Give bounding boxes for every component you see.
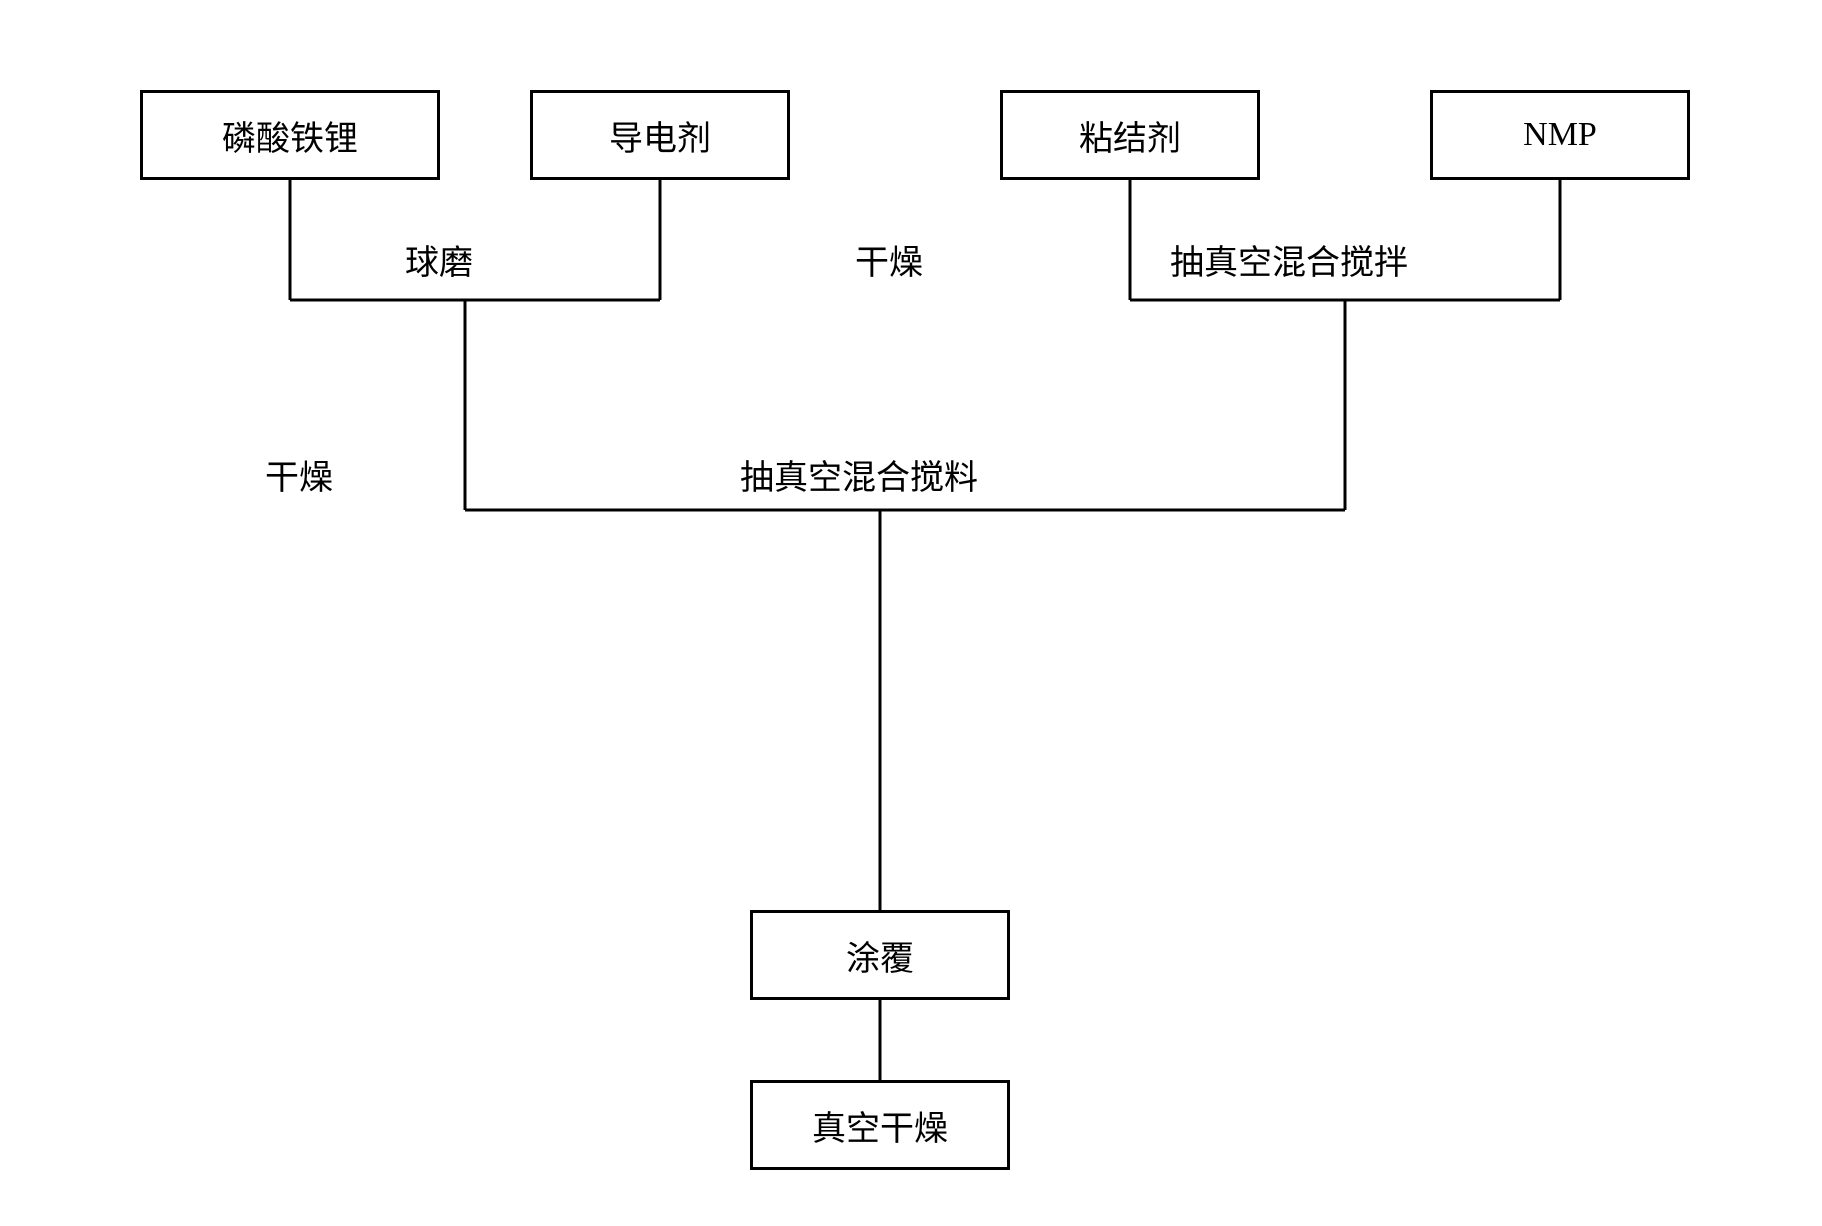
edge-label-ball-mill: 球磨 xyxy=(405,235,473,284)
edge-label-dry-center: 干燥 xyxy=(855,235,923,284)
node-conductive-agent: 导电剂 xyxy=(530,90,790,180)
node-binder: 粘结剂 xyxy=(1000,90,1260,180)
label-text: 干燥 xyxy=(855,245,923,282)
label-text: 抽真空混合搅拌 xyxy=(1170,245,1408,282)
node-label: 涂覆 xyxy=(846,931,914,980)
label-text: 球磨 xyxy=(405,245,473,282)
node-nmp: NMP xyxy=(1430,90,1690,180)
node-label: 粘结剂 xyxy=(1079,111,1181,160)
node-label: 真空干燥 xyxy=(812,1101,948,1150)
flowchart-canvas: 磷酸铁锂 导电剂 粘结剂 NMP 球磨 干燥 抽真空混合搅拌 干燥 抽真空混合搅… xyxy=(0,0,1822,1226)
edge-label-vacuum-mix-center: 抽真空混合搅料 xyxy=(740,450,978,499)
edge-label-dry-left: 干燥 xyxy=(265,450,333,499)
node-label: 磷酸铁锂 xyxy=(222,111,358,160)
connector-lines xyxy=(0,0,1822,1226)
edge-label-vacuum-mix-right: 抽真空混合搅拌 xyxy=(1170,235,1408,284)
node-vacuum-dry: 真空干燥 xyxy=(750,1080,1010,1170)
node-label: 导电剂 xyxy=(609,111,711,160)
label-text: 抽真空混合搅料 xyxy=(740,460,978,497)
label-text: 干燥 xyxy=(265,460,333,497)
node-lifepo4: 磷酸铁锂 xyxy=(140,90,440,180)
node-label: NMP xyxy=(1523,116,1597,154)
node-coating: 涂覆 xyxy=(750,910,1010,1000)
